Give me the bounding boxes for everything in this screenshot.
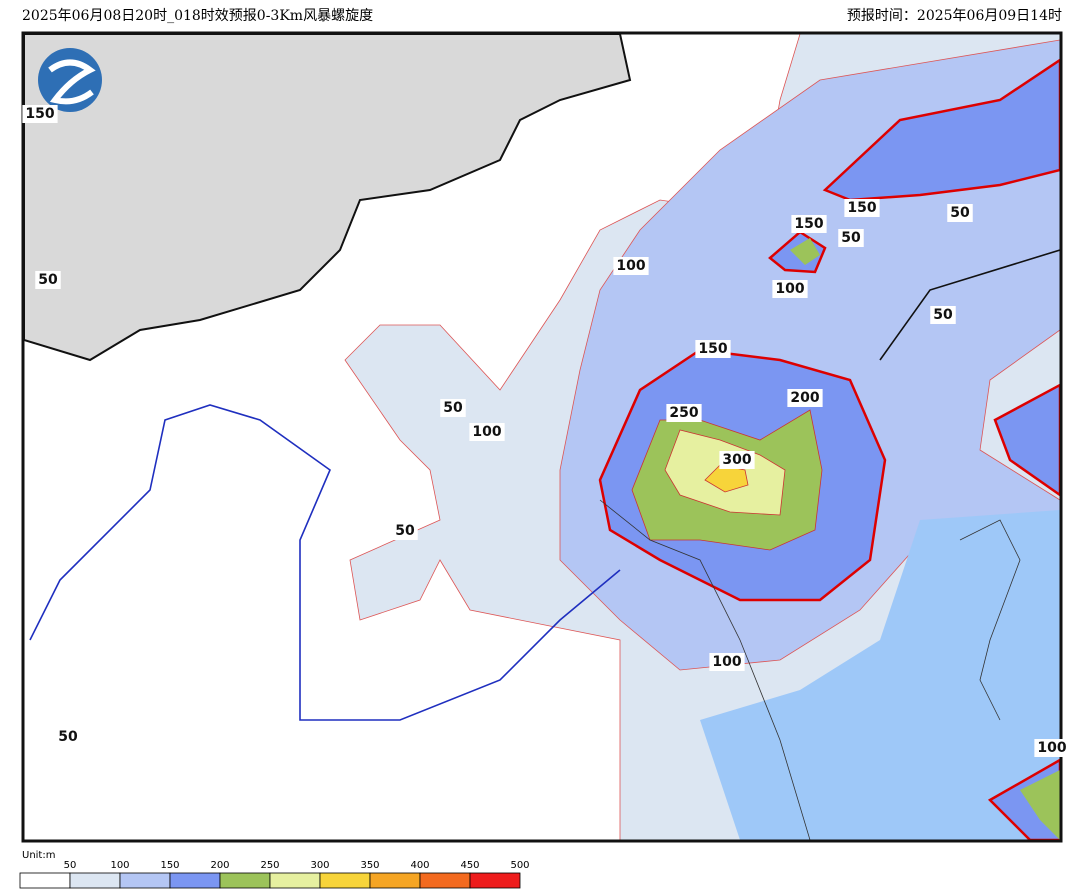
contour-label-bg bbox=[787, 389, 823, 407]
contour-label-bg bbox=[440, 399, 466, 417]
contour-label-bg bbox=[791, 215, 827, 233]
contour-label: 50 bbox=[395, 523, 415, 539]
contour-label: 50 bbox=[443, 400, 463, 416]
contour-label-bg bbox=[1034, 739, 1070, 757]
legend-swatch bbox=[69, 872, 121, 889]
legend-tick-label: 50 bbox=[64, 860, 77, 871]
contour-label-bg bbox=[719, 451, 755, 469]
contour-label: 250 bbox=[669, 405, 698, 421]
legend-swatch bbox=[269, 872, 321, 889]
contour-label-bg bbox=[469, 423, 505, 441]
contour-label: 150 bbox=[698, 341, 727, 357]
contour-label: 100 bbox=[472, 424, 501, 440]
contour-label: 50 bbox=[841, 230, 861, 246]
contour-label: 50 bbox=[950, 205, 970, 221]
contour-label-bg bbox=[22, 105, 58, 123]
contour-label-bg bbox=[709, 653, 745, 671]
legend-tick-label: 450 bbox=[460, 860, 479, 871]
legend-swatch bbox=[419, 872, 471, 889]
legend-tick-label: 300 bbox=[310, 860, 329, 871]
legend-tick-label: 200 bbox=[210, 860, 229, 871]
legend-swatch bbox=[119, 872, 171, 889]
contour-label: 100 bbox=[775, 281, 804, 297]
map-area bbox=[24, 34, 1060, 840]
contour-label-bg bbox=[930, 306, 956, 324]
legend-tick-label: 250 bbox=[260, 860, 279, 871]
legend-tick-label: 100 bbox=[110, 860, 129, 871]
contour-label: 100 bbox=[1037, 740, 1066, 756]
map-frame bbox=[21, 31, 1063, 843]
contour-label-bg bbox=[695, 340, 731, 358]
forecast-time: 预报时间：2025年06月09日14时 bbox=[847, 8, 1062, 24]
contour-label-bg bbox=[55, 728, 81, 746]
contour-label-bg bbox=[838, 229, 864, 247]
contour-label: 50 bbox=[933, 307, 953, 323]
contour-label-bg bbox=[772, 280, 808, 298]
legend-swatch bbox=[369, 872, 421, 889]
legend-swatch bbox=[469, 872, 521, 889]
contour-label: 100 bbox=[616, 258, 645, 274]
contour-label: 150 bbox=[794, 216, 823, 232]
contour-label-bg bbox=[35, 271, 61, 289]
contour-label: 50 bbox=[58, 729, 78, 745]
legend-tick-label: 150 bbox=[160, 860, 179, 871]
map-title: 2025年06月08日20时_018时效预报0-3Km风暴螺旋度 bbox=[22, 8, 373, 24]
contour-label: 150 bbox=[25, 106, 54, 122]
contour-label-bg bbox=[947, 204, 973, 222]
legend-tick-label: 350 bbox=[360, 860, 379, 871]
contour-label-bg bbox=[392, 522, 418, 540]
contour-label: 150 bbox=[847, 200, 876, 216]
contour-label: 100 bbox=[712, 654, 741, 670]
contour-label-bg bbox=[844, 199, 880, 217]
contour-label: 200 bbox=[790, 390, 819, 406]
contour-label-bg bbox=[613, 257, 649, 275]
contour-label: 50 bbox=[38, 272, 58, 288]
logo bbox=[38, 48, 102, 112]
legend-swatch bbox=[19, 872, 71, 889]
legend-swatch bbox=[219, 872, 271, 889]
legend-swatch bbox=[169, 872, 221, 889]
legend-unit: Unit:m bbox=[22, 850, 55, 861]
legend-tick-label: 400 bbox=[410, 860, 429, 871]
contour-label-bg bbox=[666, 404, 702, 422]
legend-swatch bbox=[319, 872, 371, 889]
contour-label: 300 bbox=[722, 452, 751, 468]
legend-tick-label: 500 bbox=[510, 860, 529, 871]
